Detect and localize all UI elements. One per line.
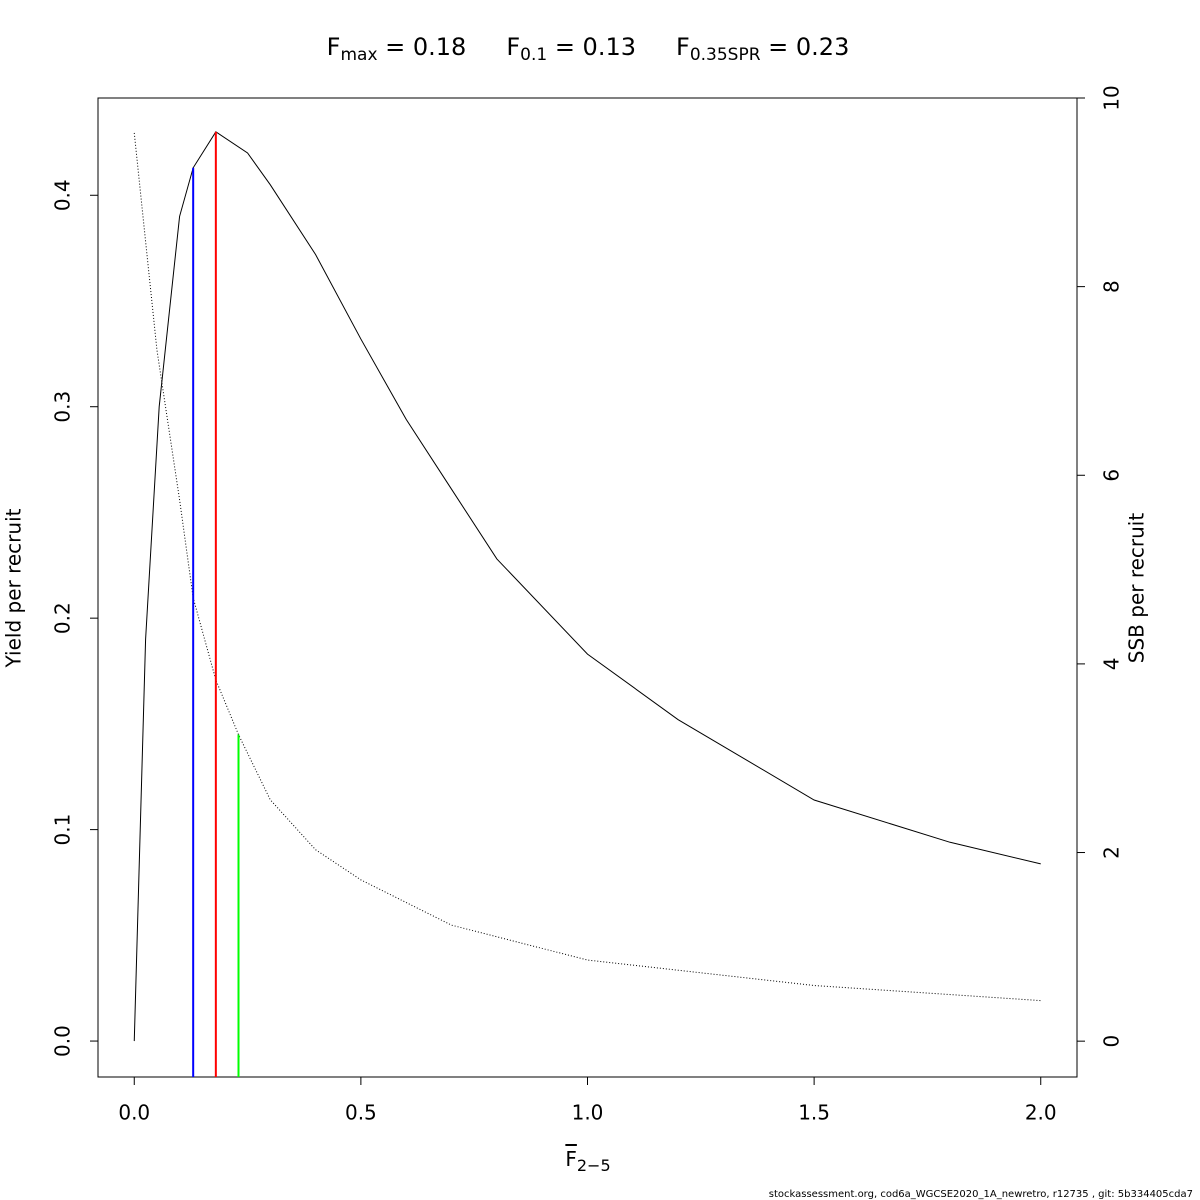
y-tick-label: 0.4 xyxy=(51,179,75,211)
footnote: stockassessment.org, cod6a_WGCSE2020_1A_… xyxy=(769,1189,1193,1200)
chart-title: Fmax = 0.18 F0.1 = 0.13 F0.35SPR = 0.23 xyxy=(327,33,850,65)
x-tick-label: 0.5 xyxy=(345,1101,377,1125)
title-symbol: F xyxy=(676,33,690,61)
title-subscript: 0.1 xyxy=(520,45,547,65)
x-tick-label: 2.0 xyxy=(1025,1101,1057,1125)
title-value: = 0.18 xyxy=(378,33,467,61)
title-symbol: F xyxy=(327,33,341,61)
y2-tick-label: 0 xyxy=(1100,1035,1124,1048)
title-subscript: max xyxy=(340,45,377,65)
y-tick-label: 0.1 xyxy=(51,814,75,846)
x-axis-label: F2−5 xyxy=(565,1147,610,1175)
title-value: = 0.23 xyxy=(761,33,850,61)
plot-frame xyxy=(97,97,1078,1078)
y2-tick-label: 6 xyxy=(1100,469,1124,482)
title-symbol: F xyxy=(506,33,520,61)
x-tick-label: 1.5 xyxy=(798,1101,830,1125)
y-tick-label: 0.2 xyxy=(51,602,75,634)
series-line xyxy=(133,131,1041,1042)
y2-axis-label: SSB per recruit xyxy=(1125,513,1149,664)
title-value: = 0.13 xyxy=(547,33,636,61)
x-label-subscript: 2−5 xyxy=(577,1156,611,1175)
x-tick-label: 0.0 xyxy=(118,1101,150,1125)
y-tick-label: 0.0 xyxy=(51,1025,75,1057)
y2-tick-label: 10 xyxy=(1100,85,1124,110)
y2-tick-label: 8 xyxy=(1100,280,1124,293)
y2-tick-label: 2 xyxy=(1100,846,1124,859)
y-axis-label: Yield per recruit xyxy=(2,508,26,668)
y2-tick-label: 4 xyxy=(1100,658,1124,671)
title-subscript: 0.35SPR xyxy=(690,45,761,65)
series-line xyxy=(133,132,1041,1002)
x-label-symbol: F xyxy=(565,1147,577,1171)
y-tick-label: 0.3 xyxy=(51,391,75,423)
x-tick-label: 1.0 xyxy=(572,1101,604,1125)
